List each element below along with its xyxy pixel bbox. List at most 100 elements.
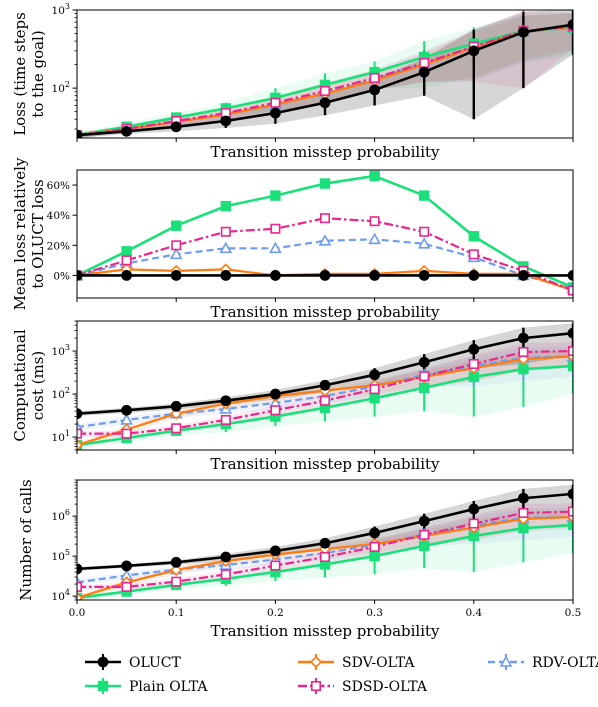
- data-point-oluct: [418, 356, 430, 368]
- chart-panel-2: 0% 20% 40% 60% Transition misstep probabilit…: [11, 157, 574, 321]
- x-tick-label: 0.0: [69, 607, 86, 619]
- data-point-plain-olta: [369, 393, 380, 404]
- axes-frame: [76, 479, 574, 601]
- data-point-oluct: [567, 270, 573, 281]
- y-tick-label: 40%: [47, 210, 70, 222]
- y-tick-label: 105: [52, 548, 70, 563]
- data-point-rdv-olta: [269, 241, 282, 254]
- data-point-sdsd-olta: [369, 72, 380, 83]
- x-tick-label: 0.1: [168, 607, 185, 619]
- legend-label: OLUCT: [129, 655, 182, 671]
- y-axis-label: Computational: [11, 329, 29, 441]
- data-point-sdsd-olta: [270, 405, 281, 416]
- data-point-plain-olta: [418, 382, 430, 393]
- legend-label: RDV-OLTA: [532, 655, 598, 671]
- x-tick-label: 0.4: [465, 607, 482, 619]
- data-point-sdsd-olta: [468, 518, 479, 529]
- data-point-sdsd-olta: [369, 384, 380, 395]
- data-point-sdv-olta: [170, 563, 183, 577]
- data-point-sdsd-olta: [220, 226, 231, 237]
- data-point-sdsd-olta: [121, 255, 132, 266]
- legend-marker: [309, 655, 323, 669]
- data-point-plain-olta: [171, 220, 182, 231]
- data-point-oluct: [269, 545, 281, 557]
- series-line-sdsd-olta: [77, 217, 573, 292]
- data-point-plain-olta: [369, 550, 380, 562]
- data-point-sdsd-olta: [171, 240, 182, 251]
- band-sdv-olta: [77, 350, 573, 449]
- plot-area: [77, 10, 573, 138]
- data-point-sdv-olta: [77, 438, 84, 450]
- y-axis-label: Loss (time steps: [11, 12, 29, 136]
- legend-marker: [97, 656, 109, 668]
- y-axis-label: Mean loss relatively: [11, 157, 29, 310]
- data-point-oluct: [269, 388, 281, 400]
- plot-area: [77, 323, 573, 450]
- x-tick-label: 0.3: [366, 607, 383, 619]
- band-sdv-olta: [77, 13, 573, 138]
- plot-area: [77, 170, 573, 297]
- data-point-oluct: [518, 492, 529, 504]
- y-tick-label: 103: [52, 343, 70, 358]
- data-point-oluct: [369, 84, 380, 96]
- data-point-oluct: [220, 551, 232, 563]
- data-point-rdv-olta: [368, 232, 381, 245]
- x-axis-label: Transition misstep probability: [210, 622, 440, 640]
- data-point-sdsd-olta: [419, 371, 430, 382]
- data-point-sdv-olta: [77, 591, 84, 600]
- data-point-sdsd-olta: [220, 569, 231, 580]
- y-axis-label: cost (ms): [29, 351, 47, 421]
- data-point-oluct: [418, 515, 430, 527]
- y-tick-label: 0%: [53, 270, 70, 282]
- y-tick-label: 106: [52, 508, 70, 523]
- y-axis-label: to the goal): [29, 30, 47, 117]
- series-line-rdv-olta: [77, 238, 573, 291]
- data-point-oluct: [518, 26, 529, 38]
- data-point-sdsd-olta: [171, 576, 182, 587]
- data-point-oluct: [319, 97, 331, 109]
- data-point-oluct: [269, 270, 281, 281]
- y-tick-label: 102: [52, 80, 70, 95]
- data-point-sdsd-olta: [319, 395, 330, 406]
- data-point-sdsd-olta: [270, 97, 281, 108]
- data-point-plain-olta: [319, 178, 331, 189]
- data-point-sdsd-olta: [121, 581, 132, 592]
- data-point-plain-olta: [121, 246, 132, 257]
- axes-frame: [76, 320, 574, 451]
- data-point-oluct: [567, 488, 573, 500]
- x-tick-label: 0.5: [565, 607, 582, 619]
- data-point-oluct: [220, 395, 232, 407]
- data-point-plain-olta: [220, 200, 231, 212]
- y-tick-label: 102: [52, 386, 70, 401]
- series-line-rdv-olta: [77, 515, 573, 584]
- data-point-oluct: [468, 270, 480, 281]
- band-sdsd-olta: [77, 503, 573, 591]
- data-point-rdv-olta: [417, 237, 431, 249]
- data-point-sdsd-olta: [171, 423, 182, 434]
- x-tick-label: 0.2: [267, 607, 284, 619]
- data-point-sdsd-olta: [220, 414, 231, 425]
- data-point-oluct: [121, 125, 132, 137]
- legend-marker: [499, 655, 513, 667]
- band-sdsd-olta: [77, 342, 573, 438]
- data-point-oluct: [121, 404, 132, 416]
- y-tick-label: 60%: [47, 180, 70, 192]
- data-point-oluct: [319, 379, 331, 391]
- data-point-oluct: [418, 66, 430, 78]
- chart-panel-1: 102 103 Transition misstep probability Loss…: [11, 2, 574, 161]
- data-point-plain-olta: [418, 540, 430, 552]
- data-point-oluct: [121, 270, 132, 281]
- x-axis-label: Transition misstep probability: [210, 455, 440, 473]
- data-point-oluct: [220, 115, 232, 127]
- data-point-sdsd-olta: [121, 428, 132, 439]
- data-point-oluct: [220, 270, 232, 281]
- data-point-plain-olta: [369, 170, 380, 182]
- data-point-sdsd-olta: [319, 85, 330, 96]
- data-point-plain-olta: [518, 363, 529, 375]
- band-rdv-olta: [77, 13, 573, 138]
- data-point-oluct: [567, 327, 573, 339]
- data-point-oluct: [319, 270, 331, 281]
- axes-frame: [76, 169, 574, 299]
- y-tick-label: 103: [52, 2, 70, 17]
